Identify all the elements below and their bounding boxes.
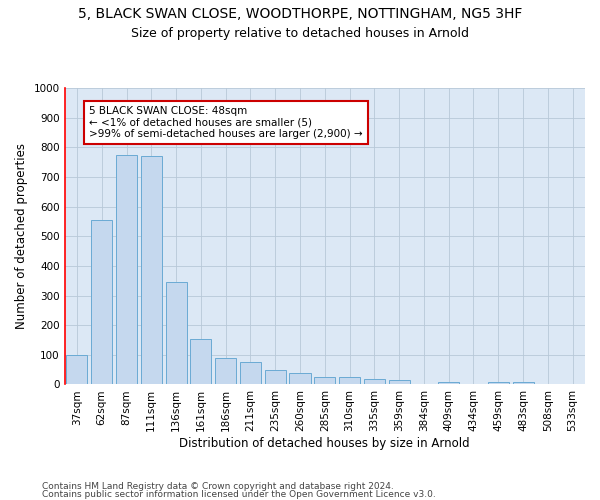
Text: 5, BLACK SWAN CLOSE, WOODTHORPE, NOTTINGHAM, NG5 3HF: 5, BLACK SWAN CLOSE, WOODTHORPE, NOTTING… <box>78 8 522 22</box>
Bar <box>91 220 112 384</box>
Bar <box>512 382 533 384</box>
Bar <box>240 362 261 384</box>
Text: Contains public sector information licensed under the Open Government Licence v3: Contains public sector information licen… <box>42 490 436 499</box>
Bar <box>289 372 311 384</box>
Text: 5 BLACK SWAN CLOSE: 48sqm
← <1% of detached houses are smaller (5)
>99% of semi-: 5 BLACK SWAN CLOSE: 48sqm ← <1% of detac… <box>89 106 363 139</box>
Bar <box>67 355 88 384</box>
Bar <box>364 378 385 384</box>
X-axis label: Distribution of detached houses by size in Arnold: Distribution of detached houses by size … <box>179 437 470 450</box>
Bar <box>314 377 335 384</box>
Bar <box>190 338 211 384</box>
Bar <box>215 358 236 384</box>
Text: Contains HM Land Registry data © Crown copyright and database right 2024.: Contains HM Land Registry data © Crown c… <box>42 482 394 491</box>
Bar <box>116 154 137 384</box>
Bar <box>438 382 459 384</box>
Bar <box>339 377 360 384</box>
Bar <box>389 380 410 384</box>
Bar <box>265 370 286 384</box>
Bar <box>141 156 162 384</box>
Y-axis label: Number of detached properties: Number of detached properties <box>15 143 28 329</box>
Bar <box>166 282 187 384</box>
Bar <box>488 382 509 384</box>
Text: Size of property relative to detached houses in Arnold: Size of property relative to detached ho… <box>131 28 469 40</box>
